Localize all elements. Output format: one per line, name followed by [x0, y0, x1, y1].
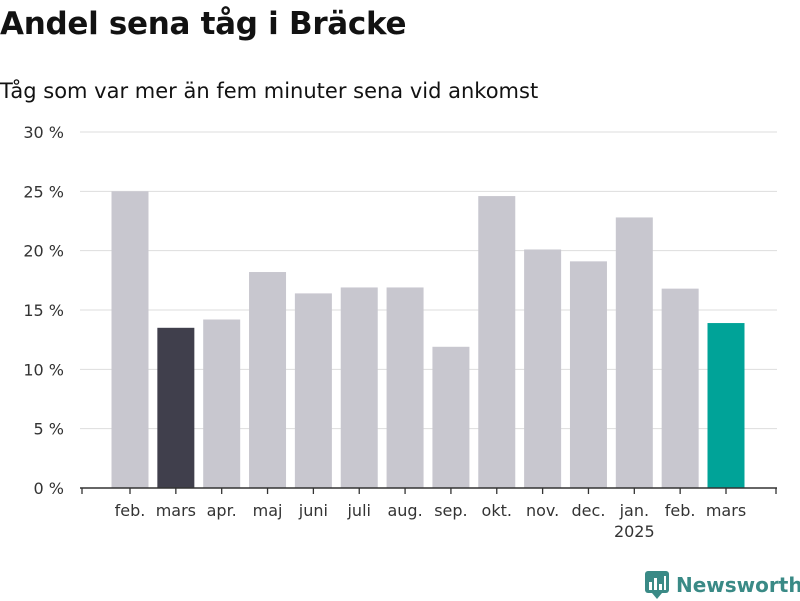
- y-tick-label: 15 %: [23, 301, 64, 320]
- bar-9: [524, 249, 562, 488]
- x-tick-label: nov.: [526, 501, 559, 520]
- bar-3: [249, 272, 287, 488]
- x-tick-sublabel: 2025: [614, 522, 655, 541]
- x-tick-label: feb.: [665, 501, 696, 520]
- y-tick-label: 0 %: [34, 479, 64, 498]
- chart-subtitle: Tåg som var mer än fem minuter sena vid …: [0, 79, 539, 103]
- x-tick-label: aug.: [387, 501, 422, 520]
- bar-1: [157, 327, 195, 488]
- x-tick-label: jan.: [619, 501, 649, 520]
- bars: [111, 191, 745, 489]
- x-axis: feb. mars apr. maj juni juli aug. sep. okt. nov. d…: [80, 487, 777, 541]
- x-tick-label: apr.: [207, 501, 237, 520]
- y-tick-label: 25 %: [23, 182, 64, 201]
- x-tick-label: dec.: [572, 501, 606, 520]
- x-tick-label: feb.: [115, 501, 146, 520]
- bar-11: [615, 217, 653, 488]
- y-tick-label: 5 %: [34, 420, 64, 439]
- bar-0: [111, 191, 149, 489]
- x-tick-label: sep.: [434, 501, 467, 520]
- x-tick-label: juni: [298, 501, 328, 520]
- chart-title: Andel sena tåg i Bräcke: [0, 6, 407, 42]
- bar-2: [203, 319, 241, 488]
- bar-4: [294, 293, 332, 488]
- y-tick-label: 10 %: [23, 360, 64, 379]
- bar-6: [386, 287, 424, 488]
- x-tick-label: maj: [253, 501, 283, 520]
- newsworthy-logo-icon: [645, 571, 669, 599]
- y-tick-label: 30 %: [23, 123, 64, 142]
- x-tick-label: juli: [346, 501, 370, 520]
- newsworthy-logo-text: Newsworthy: [676, 573, 800, 597]
- bar-10: [569, 261, 607, 488]
- x-tick-label: okt.: [482, 501, 512, 520]
- y-axis: 0 % 5 % 10 % 15 % 20 % 25 % 30 %: [23, 123, 64, 498]
- grid-lines: [80, 131, 777, 430]
- bar-7: [432, 346, 470, 488]
- bar-8: [478, 196, 516, 488]
- x-tick-label: mars: [156, 501, 196, 520]
- x-tick-label: mars: [706, 501, 746, 520]
- y-tick-label: 20 %: [23, 242, 64, 261]
- bar-12: [661, 288, 699, 488]
- bar-13: [707, 323, 745, 488]
- newsworthy-logo: Newsworthy: [644, 569, 800, 601]
- bar-5: [340, 287, 378, 488]
- bar-chart: 0 % 5 % 10 % 15 % 20 % 25 % 30 % feb. mars apr. m…: [23, 123, 777, 541]
